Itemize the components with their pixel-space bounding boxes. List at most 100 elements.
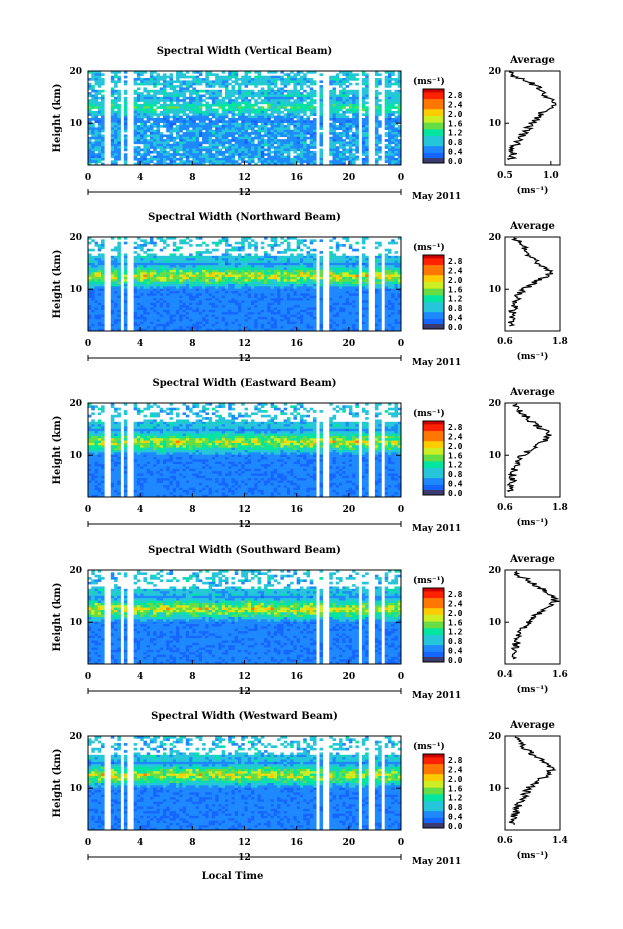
heat-cell xyxy=(309,162,314,166)
heat-cell xyxy=(101,279,105,282)
heat-cell xyxy=(332,115,337,119)
heat-cell xyxy=(234,150,239,154)
heat-cell xyxy=(153,71,157,74)
heat-cell xyxy=(88,286,92,289)
heat-cell xyxy=(267,284,271,287)
heat-cell xyxy=(156,288,161,292)
heat-cell xyxy=(290,274,294,278)
heat-cell xyxy=(273,78,278,81)
heat-cell xyxy=(365,284,369,287)
heat-cell xyxy=(224,120,229,123)
heat-cell xyxy=(123,288,128,292)
heat-cell xyxy=(342,80,346,84)
heat-cell xyxy=(176,302,180,306)
heat-cell xyxy=(378,288,382,292)
heat-cell xyxy=(221,75,226,79)
heat-cell xyxy=(202,255,206,259)
heat-cell xyxy=(312,155,317,159)
heat-cell xyxy=(94,132,99,135)
heat-cell xyxy=(277,272,281,275)
heat-cell xyxy=(202,94,206,98)
heat-cell xyxy=(387,291,392,294)
heat-cell xyxy=(88,253,92,257)
heat-cell xyxy=(133,80,138,84)
heat-cell xyxy=(182,113,187,116)
heat-cell xyxy=(97,71,102,74)
heat-cell xyxy=(189,89,193,93)
heat-cell xyxy=(123,262,128,266)
heat-cell xyxy=(94,293,99,297)
heat-cell xyxy=(136,237,141,240)
heat-cell xyxy=(286,276,291,280)
heat-cell xyxy=(293,92,297,95)
heat-cell xyxy=(352,255,356,259)
heat-cell xyxy=(224,122,229,126)
heat-cell xyxy=(110,122,115,126)
heat-cell xyxy=(195,101,200,105)
heat-cell xyxy=(176,248,180,252)
heat-cell xyxy=(397,115,402,119)
heat-cell xyxy=(378,272,382,275)
heat-cell xyxy=(264,237,268,240)
heat-cell xyxy=(299,302,304,306)
heat-cell xyxy=(166,265,170,268)
heat-cell xyxy=(156,265,161,268)
heat-cell xyxy=(231,108,236,112)
heat-cell xyxy=(215,286,219,289)
heat-cell xyxy=(215,305,219,308)
heat-cell xyxy=(159,89,164,93)
heat-cell xyxy=(247,262,252,266)
heat-cell xyxy=(257,101,262,105)
heat-cell xyxy=(88,255,92,259)
heat-cell xyxy=(293,108,297,112)
heat-cell xyxy=(114,153,118,156)
heat-cell xyxy=(355,103,359,107)
heat-cell xyxy=(140,92,144,95)
heat-cell xyxy=(192,129,196,133)
heat-cell xyxy=(234,153,239,156)
heat-cell xyxy=(296,92,301,95)
x-tick-label: 0 xyxy=(85,173,91,183)
heat-cell xyxy=(257,146,262,149)
heat-cell xyxy=(303,73,307,76)
heat-cell xyxy=(136,150,141,154)
heat-cell xyxy=(303,244,307,247)
heat-cell xyxy=(280,300,284,304)
heat-cell xyxy=(172,293,177,297)
heat-cell xyxy=(149,141,154,145)
heat-cell xyxy=(335,150,340,154)
heat-cell xyxy=(97,253,102,257)
heat-cell xyxy=(136,246,141,250)
heat-cell xyxy=(270,110,275,114)
heat-cell xyxy=(218,106,222,109)
heat-cell xyxy=(286,281,291,285)
heat-cell xyxy=(260,295,265,299)
heat-cell xyxy=(208,291,213,294)
heat-cell xyxy=(162,160,167,163)
heat-cell xyxy=(280,75,284,79)
heat-cell xyxy=(224,134,229,138)
heat-cell xyxy=(303,288,307,292)
heat-cell xyxy=(185,260,190,264)
heat-cell xyxy=(387,295,392,299)
heat-cell xyxy=(218,113,222,116)
heat-cell xyxy=(231,80,236,84)
heat-cell xyxy=(309,141,314,145)
heat-cell xyxy=(306,80,311,84)
heat-cell xyxy=(365,258,369,261)
heat-cell xyxy=(189,291,193,294)
heat-cell xyxy=(260,272,265,275)
heat-cell xyxy=(153,265,157,268)
heat-cell xyxy=(91,89,95,93)
heat-cell xyxy=(286,272,291,275)
heat-cell xyxy=(283,267,288,271)
heat-cell xyxy=(228,302,232,306)
heat-cell xyxy=(149,291,154,294)
heat-cell xyxy=(172,244,177,247)
heat-cell xyxy=(251,269,255,273)
heat-cell xyxy=(228,150,232,154)
heat-cell xyxy=(283,295,288,299)
heat-cell xyxy=(91,155,95,159)
heat-cell xyxy=(237,298,242,301)
heat-cell xyxy=(355,148,359,152)
